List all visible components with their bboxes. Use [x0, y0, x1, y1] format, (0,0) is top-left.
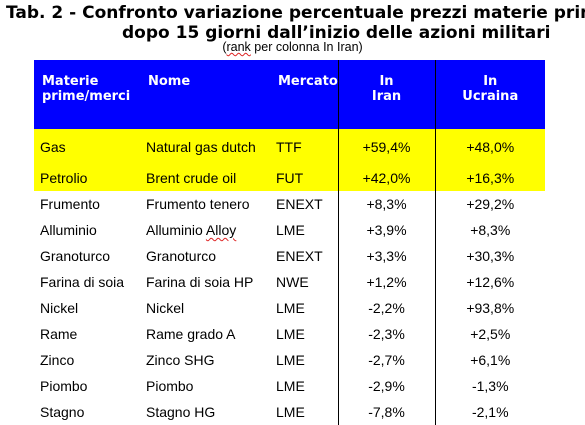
cell-nome: Alluminio Alloy [146, 222, 237, 238]
cell-nome: Natural gas dutch [140, 129, 270, 165]
cell-in-iran: +3,3% [337, 243, 435, 269]
cell-in-iran: -2,3% [337, 321, 435, 347]
cell-nome: Brent crude oil [140, 165, 270, 191]
table-row: Gas Natural gas dutch TTF +59,4% +48,0% [34, 129, 545, 165]
cell-nome: Granoturco [146, 248, 217, 264]
cell-materia: Granoturco [40, 248, 111, 264]
subtitle-prefix: ( [222, 40, 227, 54]
cell-mercato: LME [276, 300, 305, 316]
table-subtitle: (rank per colonna In Iran) [0, 40, 585, 54]
table-row: Petrolio Brent crude oil FUT +42,0% +16,3% [34, 165, 545, 191]
cell-materia: Nickel [40, 300, 79, 316]
header-in-iran: In Iran [337, 60, 435, 129]
table-row: Frumento Frumento tenero ENEXT +8,3% +29,2% [34, 191, 545, 217]
cell-nome: Frumento tenero [146, 196, 250, 212]
table-row: Farina di soia Farina di soia HP NWE +1,2% +… [34, 269, 545, 295]
cell-in-ucraina: +12,6% [434, 269, 545, 295]
commodity-price-table: Materie prime/merci Nome Mercato In Iran I… [34, 60, 545, 425]
header-nome: Nome [140, 60, 270, 129]
table-header-row: Materie prime/merci Nome Mercato In Iran I… [34, 60, 545, 129]
cell-in-iran: -2,7% [337, 347, 435, 373]
table-row: Alluminio Alluminio Alloy LME +3,9% +8,3% [34, 217, 545, 243]
table-row: Nickel Nickel LME -2,2% +93,8% [34, 295, 545, 321]
cell-in-iran: -7,8% [337, 399, 435, 425]
cell-materia: Zinco [40, 352, 75, 368]
table-title-line-1: Tab. 2 - Confronto variazione percentual… [6, 3, 585, 23]
subtitle-rest: per colonna In Iran) [250, 40, 363, 54]
cell-nome: Piombo [146, 378, 194, 394]
cell-in-ucraina: +30,3% [434, 243, 545, 269]
cell-materia: Alluminio [40, 222, 97, 238]
cell-materia: Gas [34, 129, 140, 165]
cell-in-ucraina: +8,3% [434, 217, 545, 243]
cell-mercato: ENEXT [276, 248, 323, 264]
cell-mercato: LME [276, 222, 305, 238]
cell-mercato: TTF [270, 129, 338, 165]
cell-in-iran: -2,2% [337, 295, 435, 321]
cell-mercato: LME [276, 404, 305, 420]
cell-mercato: NWE [276, 274, 309, 290]
cell-nome: Zinco SHG [146, 352, 215, 368]
cell-in-ucraina: +6,1% [434, 347, 545, 373]
cell-in-ucraina: -2,1% [434, 399, 545, 425]
cell-mercato: LME [276, 352, 305, 368]
cell-in-ucraina: +29,2% [434, 191, 545, 217]
table-body: Gas Natural gas dutch TTF +59,4% +48,0% Petro… [34, 129, 545, 425]
cell-in-iran: +42,0% [337, 165, 435, 191]
table-row: Stagno Stagno HG LME -7,8% -2,1% [34, 399, 545, 425]
cell-in-iran: -2,9% [337, 373, 435, 399]
cell-in-iran: +1,2% [337, 269, 435, 295]
cell-materia: Stagno [40, 404, 85, 420]
cell-in-ucraina: +48,0% [434, 129, 545, 165]
cell-in-ucraina: +16,3% [434, 165, 545, 191]
table-row: Zinco Zinco SHG LME -2,7% +6,1% [34, 347, 545, 373]
subtitle-rank-word: rank [226, 40, 251, 54]
cell-mercato: LME [276, 378, 305, 394]
cell-nome: Farina di soia HP [146, 274, 254, 290]
cell-in-ucraina: +93,8% [434, 295, 545, 321]
cell-materia: Piombo [40, 378, 88, 394]
cell-materia: Frumento [40, 196, 100, 212]
cell-nome: Stagno HG [146, 404, 216, 420]
cell-nome: Nickel [146, 300, 185, 316]
cell-in-ucraina: -1,3% [434, 373, 545, 399]
spellcheck-word: Alloy [205, 222, 237, 238]
cell-materia: Rame [40, 326, 78, 342]
cell-in-iran: +3,9% [337, 217, 435, 243]
cell-materia: Petrolio [34, 165, 140, 191]
cell-in-iran: +59,4% [337, 129, 435, 165]
table-title-line-2: dopo 15 giorni dall’inizio delle azioni … [122, 23, 551, 43]
cell-in-iran: +8,3% [337, 191, 435, 217]
cell-nome: Rame grado A [146, 326, 236, 342]
cell-mercato: LME [276, 326, 305, 342]
header-mercato: Mercato [270, 60, 338, 129]
cell-mercato: ENEXT [276, 196, 323, 212]
table-row: Rame Rame grado A LME -2,3% +2,5% [34, 321, 545, 347]
table-row: Piombo Piombo LME -2,9% -1,3% [34, 373, 545, 399]
cell-mercato: FUT [270, 165, 338, 191]
header-in-ucraina: In Ucraina [434, 60, 545, 129]
header-materie: Materie prime/merci [34, 60, 140, 129]
table-row: Granoturco Granoturco ENEXT +3,3% +30,3% [34, 243, 545, 269]
table-title: Tab. 2 - Confronto variazione percentual… [6, 3, 585, 43]
cell-in-ucraina: +2,5% [434, 321, 545, 347]
cell-materia: Farina di soia [40, 274, 125, 290]
